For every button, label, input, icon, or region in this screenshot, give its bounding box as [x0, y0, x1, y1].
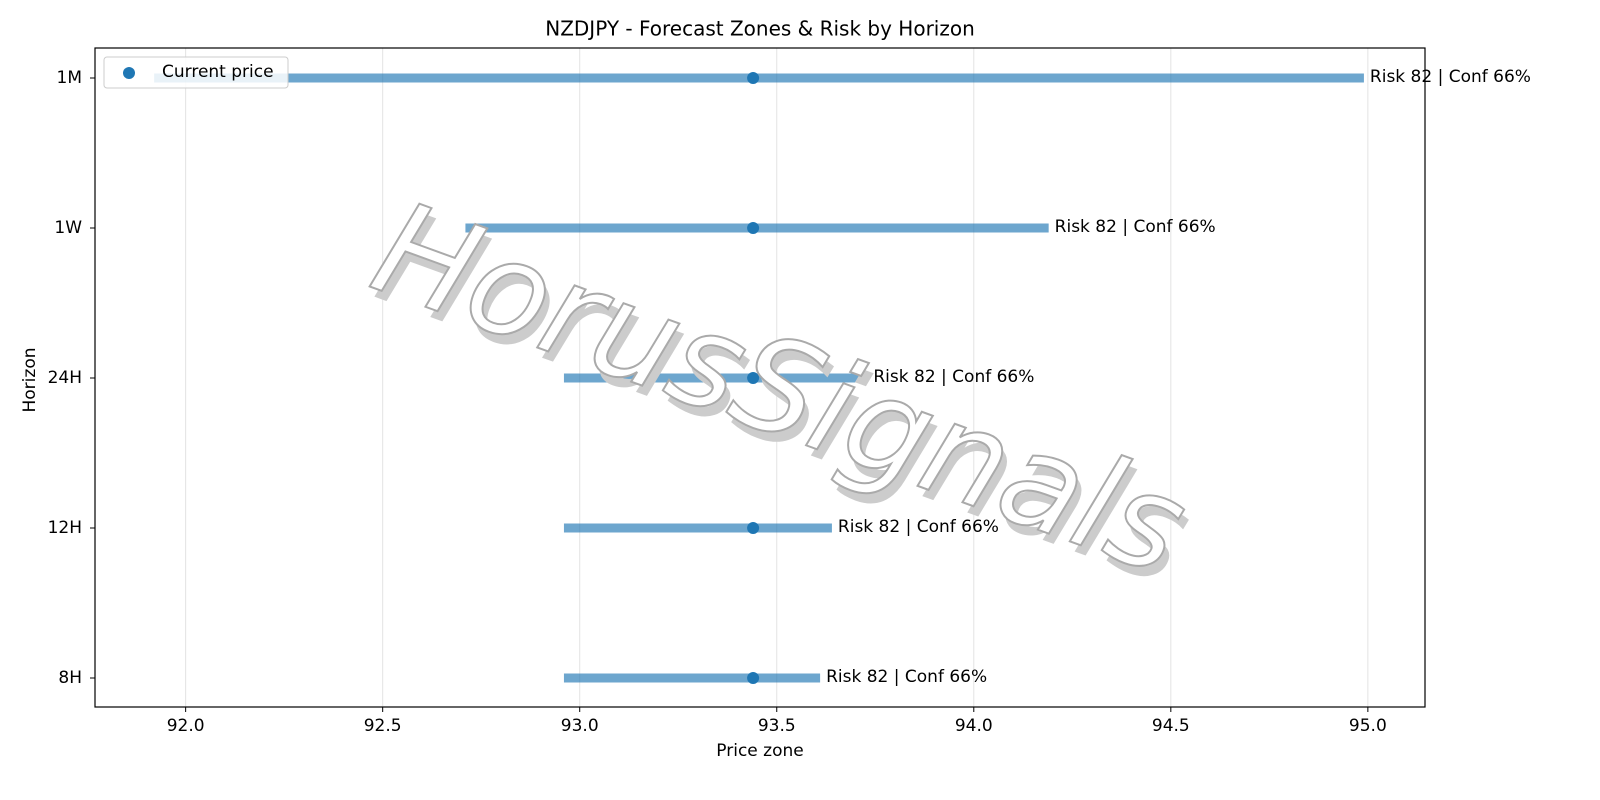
y-tick-label: 8H	[58, 668, 82, 688]
current-price	[747, 222, 760, 234]
y-axis-label: Horizon	[20, 348, 40, 413]
x-tick-label: 94.5	[1152, 716, 1190, 736]
x-tick-label: 95.0	[1349, 716, 1387, 736]
legend-marker	[123, 67, 135, 79]
marks: Risk 82 | Conf 66% Risk 82 | Conf 66% Risk…	[154, 67, 1531, 687]
x-tick-label: 92.5	[364, 716, 402, 736]
x-tick-label: 92.0	[167, 716, 205, 736]
range-bar	[563, 373, 868, 383]
annotation: Risk 82 | Conf 66%	[1370, 67, 1531, 87]
x-tick-label: 93.0	[561, 716, 599, 736]
annotation: Risk 82 | Conf 66%	[826, 667, 987, 687]
range-bar	[563, 673, 821, 683]
plot-frame	[94, 47, 1426, 708]
annotation: Risk 82 | Conf 66%	[873, 367, 1034, 387]
current-price	[747, 672, 760, 684]
y-tick-label: 24H	[48, 368, 82, 388]
current-price	[747, 522, 760, 534]
x-axis-label: Price zone	[716, 741, 803, 761]
annotation: Risk 82 | Conf 66%	[838, 517, 999, 537]
y-tick-label: 1W	[54, 218, 82, 238]
y-tick-label: 12H	[48, 518, 82, 538]
current-price	[747, 72, 760, 84]
chart-title: NZDJPY - Forecast Zones & Risk by Horizo…	[545, 17, 975, 41]
watermark-group: HorusSignals HorusSignals	[355, 171, 1210, 615]
current-price	[747, 372, 760, 384]
y-tick-label: 1M	[57, 68, 82, 88]
grid: 92.0 92.5 93.0 93.5 94.0 94.5 95.0 1M 1W 24H 12H 8H	[48, 48, 1387, 736]
annotation: Risk 82 | Conf 66%	[1055, 217, 1216, 237]
legend: Current price	[103, 56, 289, 89]
legend-label: Current price	[162, 62, 274, 82]
x-tick-label: 94.0	[955, 716, 993, 736]
range-bar	[563, 523, 832, 533]
x-tick-label: 93.5	[758, 716, 796, 736]
legend-box	[103, 56, 289, 89]
